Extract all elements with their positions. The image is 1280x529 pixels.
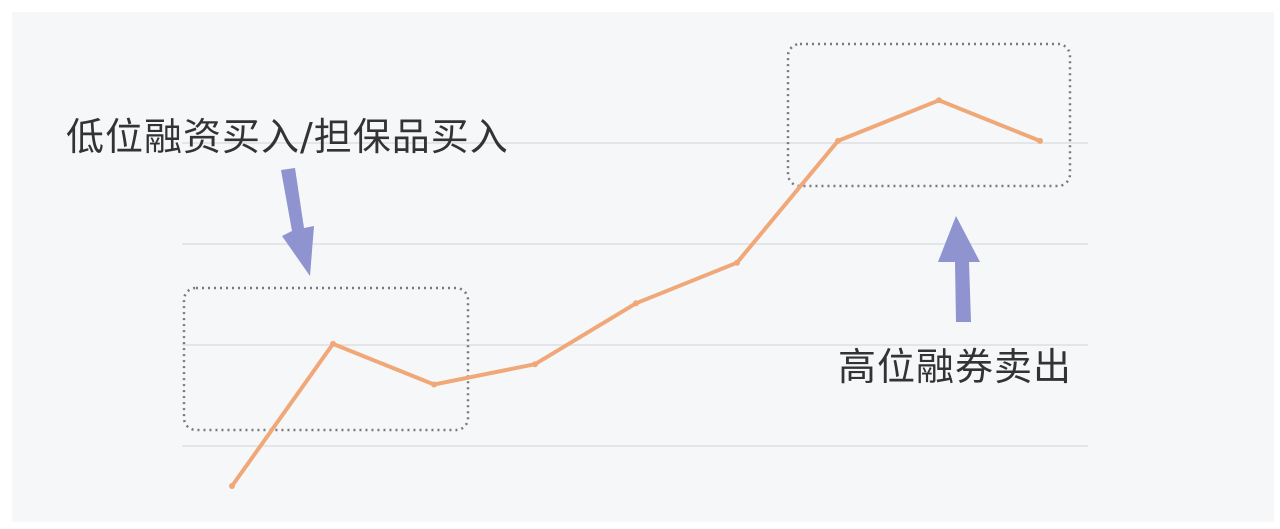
data-point-1: [229, 483, 235, 489]
diagram-canvas: [12, 12, 1274, 522]
high-sell-annotation: 高位融券卖出: [838, 345, 1073, 389]
price-line-series: [229, 97, 1043, 489]
data-point-7: [835, 137, 841, 144]
data-point-5: [633, 300, 639, 307]
down-arrow-icon: [281, 168, 314, 276]
data-point-4: [532, 361, 538, 368]
data-point-2: [330, 340, 336, 347]
data-point-9: [1037, 137, 1043, 144]
high-sell-zone-box: [786, 42, 1072, 188]
gridlines: [182, 142, 1088, 447]
data-point-3: [431, 381, 437, 388]
data-point-8: [936, 97, 942, 104]
low-buy-zone-box: [182, 286, 470, 432]
low-buy-annotation: 低位融资买入/担保品买入: [66, 115, 509, 159]
data-point-6: [734, 259, 740, 266]
up-arrow-icon: [938, 216, 980, 322]
